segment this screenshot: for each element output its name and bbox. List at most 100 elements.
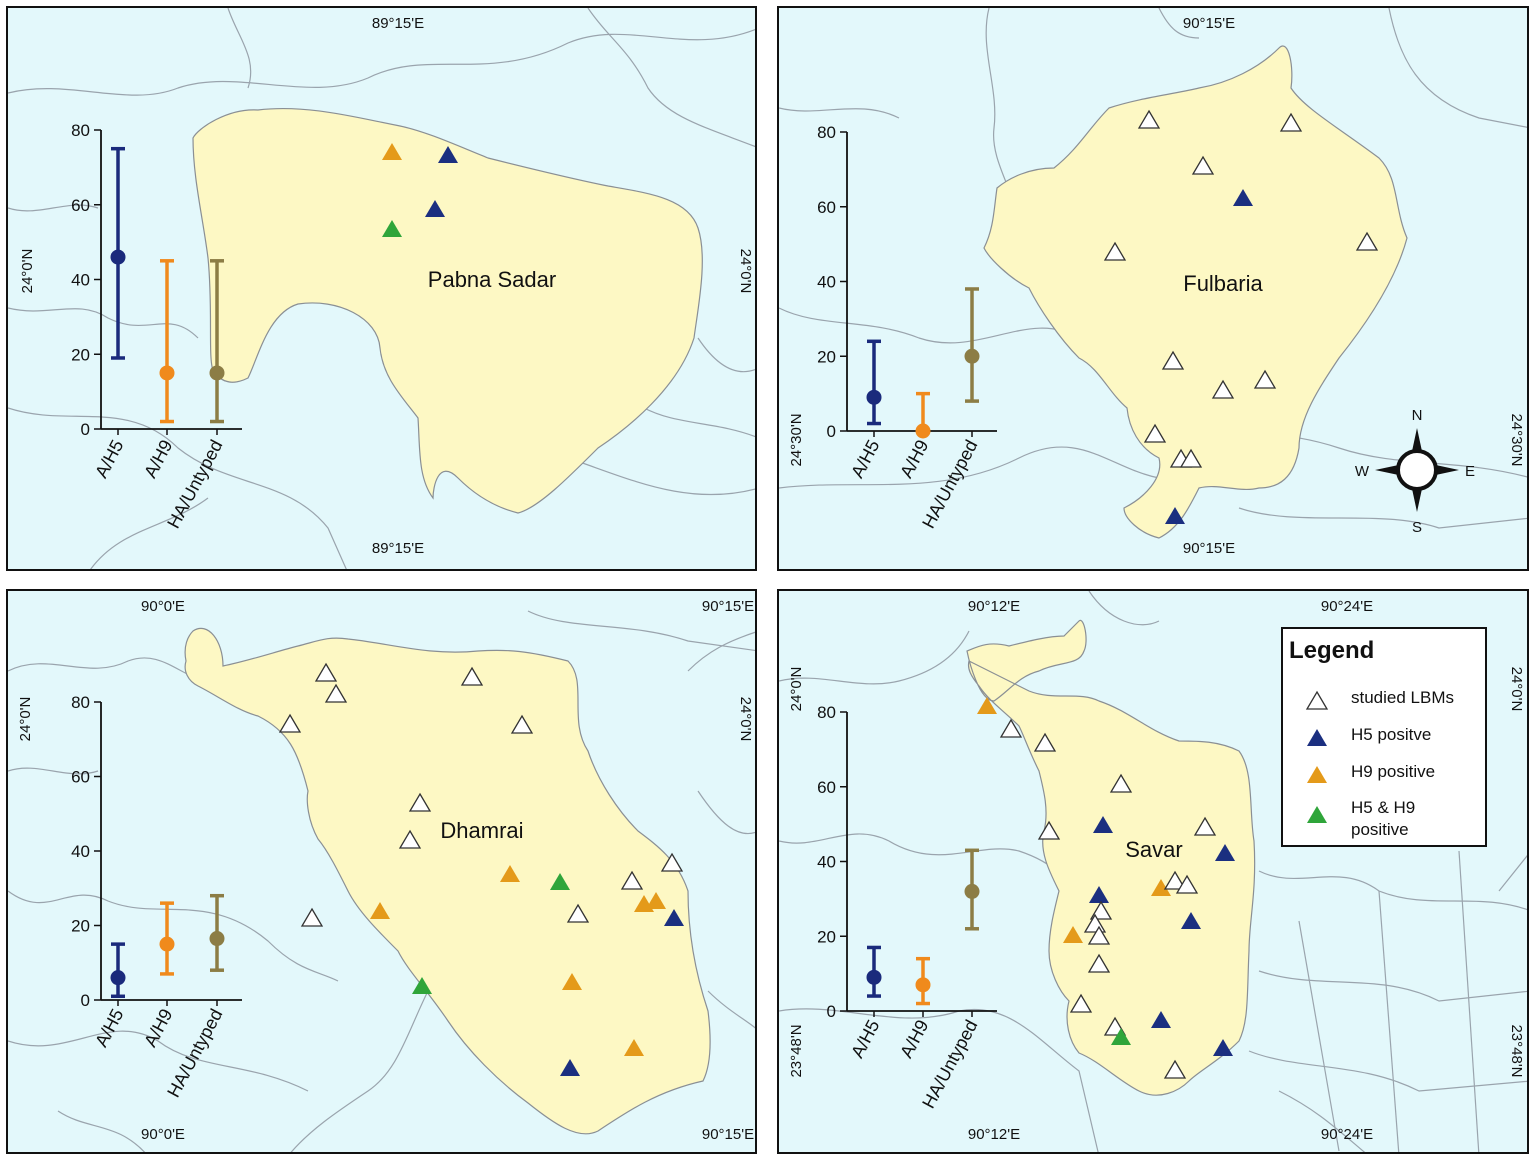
studied-lbm-marker: [1161, 350, 1185, 370]
y-tick-label: 0: [81, 420, 90, 439]
h5-lbm-marker: [1093, 816, 1113, 833]
studied-lbm-marker: [1089, 900, 1113, 920]
y-tick-label: 20: [71, 917, 90, 936]
studied-lbm-marker: [1103, 241, 1127, 261]
compass-label-w: W: [1355, 463, 1370, 480]
district-boundaries: [8, 8, 755, 569]
studied-lbm-marker: [999, 718, 1023, 738]
pabna-sadar-region: [192, 107, 703, 514]
region-name-label: Pabna Sadar: [428, 267, 556, 292]
coordinate-label-right: 24°0'N: [737, 249, 754, 294]
h5-lbm-marker: [1233, 189, 1253, 206]
map-panel-savar: 90°12'E 90°24'E 90°12'E 90°24'E 24°0'N 23°48'…: [777, 589, 1529, 1154]
studied-lbm-marker: [1087, 953, 1111, 973]
studied-lbm-marker: [1163, 1059, 1187, 1079]
studied-lbm-marker: [1137, 109, 1161, 129]
x-category-label: A/H5: [847, 436, 883, 481]
x-category-label: A/H5: [91, 1005, 127, 1050]
h9-lbm-marker: [500, 865, 520, 882]
region-name-label: Savar: [1125, 837, 1182, 862]
h5-lbm-marker: [1089, 886, 1109, 903]
h5-lbm-marker: [1213, 1039, 1233, 1056]
coordinate-label-right-top: 24°0'N: [1508, 667, 1525, 712]
y-tick-label: 0: [827, 1002, 836, 1021]
h5-lbm-marker: [1181, 912, 1201, 929]
h5-lbm-marker: [1215, 844, 1235, 861]
studied-lbm-marker: [1087, 925, 1111, 945]
estimate-point-1: [110, 249, 126, 265]
compass-label-n: N: [1412, 407, 1423, 424]
studied-lbm-marker: [1109, 773, 1133, 793]
h5-h9-positive-icon: [1307, 806, 1327, 823]
y-tick-label: 0: [81, 991, 90, 1010]
district-boundaries: [779, 8, 1527, 529]
map-panel-fulbaria: 90°15'E 90°15'E 24°30'N 24°30'N Fulbaria 0 20 4…: [777, 6, 1529, 571]
studied-lbm-marker: [324, 683, 348, 703]
studied-lbm-marker: [1033, 732, 1057, 752]
compass-arrow-s: [1411, 484, 1423, 512]
h9-lbm-marker: [624, 1039, 644, 1056]
legend-label-h5h9: H5 & H9 positive: [1351, 798, 1416, 839]
estimate-point-2: [159, 936, 175, 952]
compass-arrow-n: [1411, 428, 1423, 456]
coordinate-label-top-left: 90°12'E: [968, 598, 1020, 615]
estimate-point-2: [915, 423, 931, 439]
studied-lbm-marker: [1143, 423, 1167, 443]
h5-lbm-marker: [1151, 1011, 1171, 1028]
x-category-label: A/H5: [91, 436, 127, 481]
y-tick-label: 60: [71, 196, 90, 215]
y-tick-label: 60: [817, 778, 836, 797]
h5h9-lbm-marker: [550, 873, 570, 890]
legend-item-h5: H5 positve: [1305, 724, 1485, 764]
h9-positive-icon: [1307, 766, 1327, 783]
coordinate-label-top: 90°15'E: [1183, 15, 1235, 32]
estimate-point-2: [915, 977, 931, 993]
studied-lbm-marker: [660, 852, 684, 872]
coordinate-label-bottom-left: 90°0'E: [141, 1126, 185, 1143]
estimate-point-1: [866, 969, 882, 985]
y-tick-label: 40: [817, 853, 836, 872]
coordinate-label-left: 24°0'N: [17, 697, 34, 742]
studied-lbm-marker: [1279, 112, 1303, 132]
h9-lbm-marker: [562, 973, 582, 990]
studied-lbm-marker: [1069, 993, 1093, 1013]
h5h9-lbm-marker: [412, 977, 432, 994]
coordinate-label-left: 24°30'N: [788, 413, 805, 466]
coordinate-label-bottom: 90°15'E: [1183, 540, 1235, 557]
coordinate-label-right-bottom: 23°48'N: [1508, 1024, 1525, 1077]
legend-item-h9: H9 positive: [1305, 761, 1485, 801]
compass-arrow-w: [1375, 464, 1403, 476]
studied-lbm-marker: [1179, 448, 1203, 468]
legend-item-studied: studied LBMs: [1305, 687, 1485, 727]
savar-map-svg: 90°12'E 90°24'E 90°12'E 90°24'E 24°0'N 23°48'…: [779, 591, 1527, 1152]
coordinate-label-top-right: 90°15'E: [702, 598, 754, 615]
fulbaria-map-svg: 90°15'E 90°15'E 24°30'N 24°30'N Fulbaria 0 20 4…: [779, 8, 1527, 557]
coordinate-label-top: 89°15'E: [372, 15, 424, 32]
studied-lbm-marker: [1355, 231, 1379, 251]
studied-lbm-icon: [1305, 690, 1329, 710]
y-tick-label: 20: [817, 927, 836, 946]
studied-lbm-marker: [398, 829, 422, 849]
coordinate-label-right: 24°30'N: [1508, 413, 1525, 466]
h9-lbm-marker: [977, 697, 997, 714]
coordinate-label-bottom-left: 90°12'E: [968, 1126, 1020, 1143]
estimate-point-1: [110, 970, 126, 986]
h5-lbm-marker: [438, 146, 458, 163]
coordinate-label-left: 24°0'N: [19, 249, 36, 294]
y-tick-label: 0: [827, 422, 836, 441]
x-category-label: A/H9: [896, 436, 932, 481]
studied-lbm-marker: [1037, 820, 1061, 840]
legend-label-h5: H5 positve: [1351, 725, 1432, 744]
studied-lbm-marker: [1193, 816, 1217, 836]
legend-label-h9: H9 positive: [1351, 762, 1436, 781]
compass-label-e: E: [1465, 463, 1475, 480]
legend-title: Legend: [1289, 637, 1375, 664]
fulbaria-region: [983, 45, 1408, 539]
y-tick-label: 40: [71, 842, 90, 861]
estimate-point-3: [209, 365, 225, 381]
region-name-label: Fulbaria: [1183, 271, 1263, 296]
legend-box: Legend studied LBMs H5 positve H9 positi…: [1281, 627, 1487, 847]
studied-lbm-marker: [620, 870, 644, 890]
h9-lbm-marker: [646, 892, 666, 909]
map-panel-dhamrai: 90°0'E 90°15'E 90°0'E 90°15'E 24°0'N 24°0'N Dh…: [6, 589, 757, 1154]
